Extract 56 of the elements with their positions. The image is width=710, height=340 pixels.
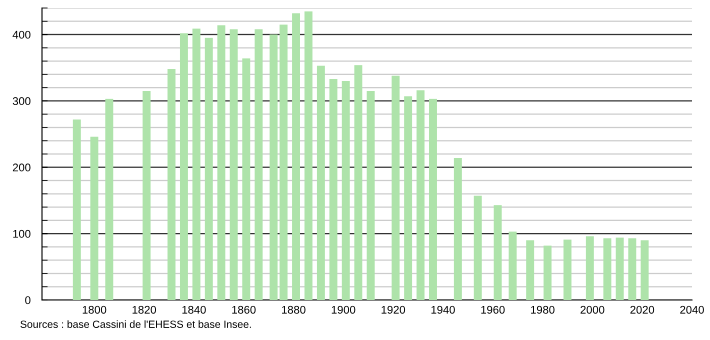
bar (454, 158, 462, 300)
bar (494, 205, 502, 300)
bar (563, 240, 572, 300)
bar (204, 38, 213, 300)
bar (416, 90, 425, 300)
bar (292, 13, 300, 300)
x-tick-label: 1920 (382, 306, 406, 314)
bar (342, 81, 350, 300)
y-tick-label: 400 (12, 30, 30, 39)
bar (544, 246, 552, 300)
x-tick-label: 2000 (580, 306, 604, 314)
x-tick-label: 1820 (132, 306, 156, 314)
y-tick-label: 0 (25, 296, 30, 304)
bar (526, 240, 534, 300)
x-tick-label: 1800 (82, 306, 106, 314)
bar (603, 238, 612, 300)
x-tick-label: 1900 (332, 306, 356, 314)
bar (316, 66, 325, 300)
bar (90, 136, 98, 300)
x-tick-label: 1840 (182, 306, 206, 314)
x-tick-label: 1880 (282, 306, 306, 314)
bar (586, 236, 594, 300)
bar (404, 96, 412, 300)
bar (354, 65, 362, 300)
bar (640, 240, 649, 300)
x-tick-label: 1940 (431, 306, 455, 314)
bar (280, 24, 288, 300)
bar (217, 25, 226, 300)
bar (508, 232, 517, 300)
bar (304, 11, 312, 300)
x-tick-label: 1860 (232, 306, 256, 314)
y-tick-label: 200 (12, 164, 30, 172)
y-tick-label: 100 (13, 230, 30, 238)
bar (105, 98, 114, 300)
bar (168, 69, 176, 300)
bar (616, 238, 624, 300)
bar (242, 58, 250, 300)
bar (230, 29, 238, 300)
source-note: Sources : base Cassini de l'EHESS et base Insee. (20, 320, 251, 328)
bar (270, 34, 278, 300)
bar (429, 98, 437, 300)
y-tick-label: 300 (12, 97, 30, 106)
bar (628, 238, 636, 300)
bar (192, 28, 200, 300)
bar (366, 90, 375, 300)
x-tick-label: 2020 (630, 306, 654, 314)
x-tick-label: 2040 (680, 306, 704, 314)
bar (142, 90, 151, 300)
bar (392, 76, 400, 300)
bar (254, 29, 263, 300)
bar (180, 33, 188, 300)
x-tick-label: 1960 (481, 306, 505, 314)
bar (72, 119, 81, 300)
bar (474, 196, 482, 300)
x-tick-label: 1980 (531, 306, 554, 314)
bar (329, 79, 338, 300)
